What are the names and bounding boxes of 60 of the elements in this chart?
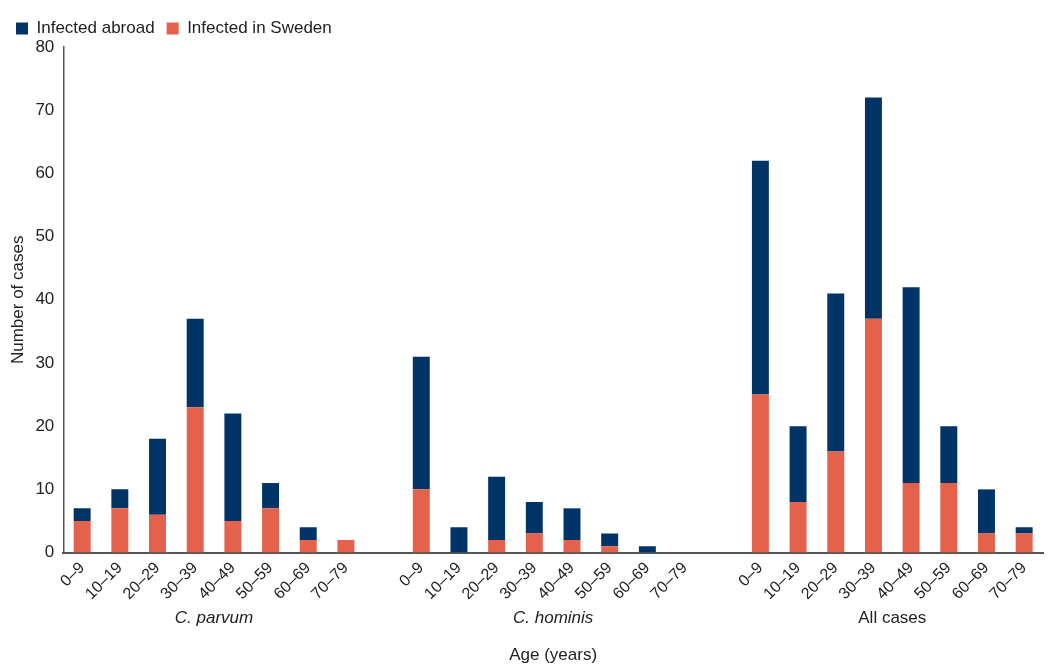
x-tick-label: 0–9 [734, 558, 766, 590]
bar [224, 413, 242, 521]
bar [262, 508, 280, 553]
y-tick-label: 70 [35, 99, 55, 119]
bar [525, 502, 543, 534]
bar [789, 426, 807, 503]
bar [186, 407, 204, 553]
y-tick-label: 40 [35, 289, 55, 309]
bar [864, 97, 882, 319]
bar [525, 533, 543, 553]
bar [488, 476, 506, 540]
bar [111, 508, 129, 553]
legend-label: Infected abroad [36, 18, 155, 38]
x-axis-title: Age (years) [509, 645, 598, 665]
bar [864, 318, 882, 553]
bar [563, 539, 581, 553]
bar [827, 293, 845, 452]
bar [563, 508, 581, 540]
bar [902, 483, 920, 553]
bar [488, 539, 506, 553]
bar [262, 483, 280, 509]
bar [902, 287, 920, 484]
bar [412, 489, 430, 553]
bar [789, 502, 807, 553]
bar [978, 489, 995, 534]
bar [412, 356, 430, 490]
y-tick-label: 50 [35, 226, 55, 246]
bar [111, 489, 129, 509]
bar [751, 394, 769, 553]
bar [1015, 527, 1033, 534]
text: All cases [858, 607, 927, 627]
y-tick-label: 0 [44, 542, 55, 562]
bar [186, 318, 204, 408]
bar [337, 539, 355, 553]
bar [940, 483, 958, 553]
bar [940, 426, 958, 484]
bar [73, 508, 91, 521]
y-tick-label: 60 [35, 163, 55, 183]
bar [299, 527, 317, 540]
bar [299, 539, 317, 553]
bar [638, 546, 656, 553]
text: C. hominis [513, 607, 594, 627]
y-axis-title: Number of cases [7, 235, 27, 365]
bar [149, 438, 166, 515]
bar [751, 160, 769, 395]
y-tick-label: 10 [35, 479, 55, 499]
legend-label: Infected in Sweden [187, 18, 332, 38]
bar [978, 533, 995, 553]
bar [827, 451, 845, 553]
y-tick-label: 20 [35, 415, 55, 435]
bar [1015, 533, 1033, 553]
bar [224, 520, 242, 553]
bar [149, 514, 166, 553]
y-tick-label: 30 [35, 352, 55, 372]
bar [601, 533, 619, 547]
bar [450, 527, 468, 553]
bar [73, 520, 91, 553]
y-tick-label: 80 [35, 36, 55, 56]
bar [601, 546, 619, 553]
text: C. parvum [174, 607, 254, 627]
